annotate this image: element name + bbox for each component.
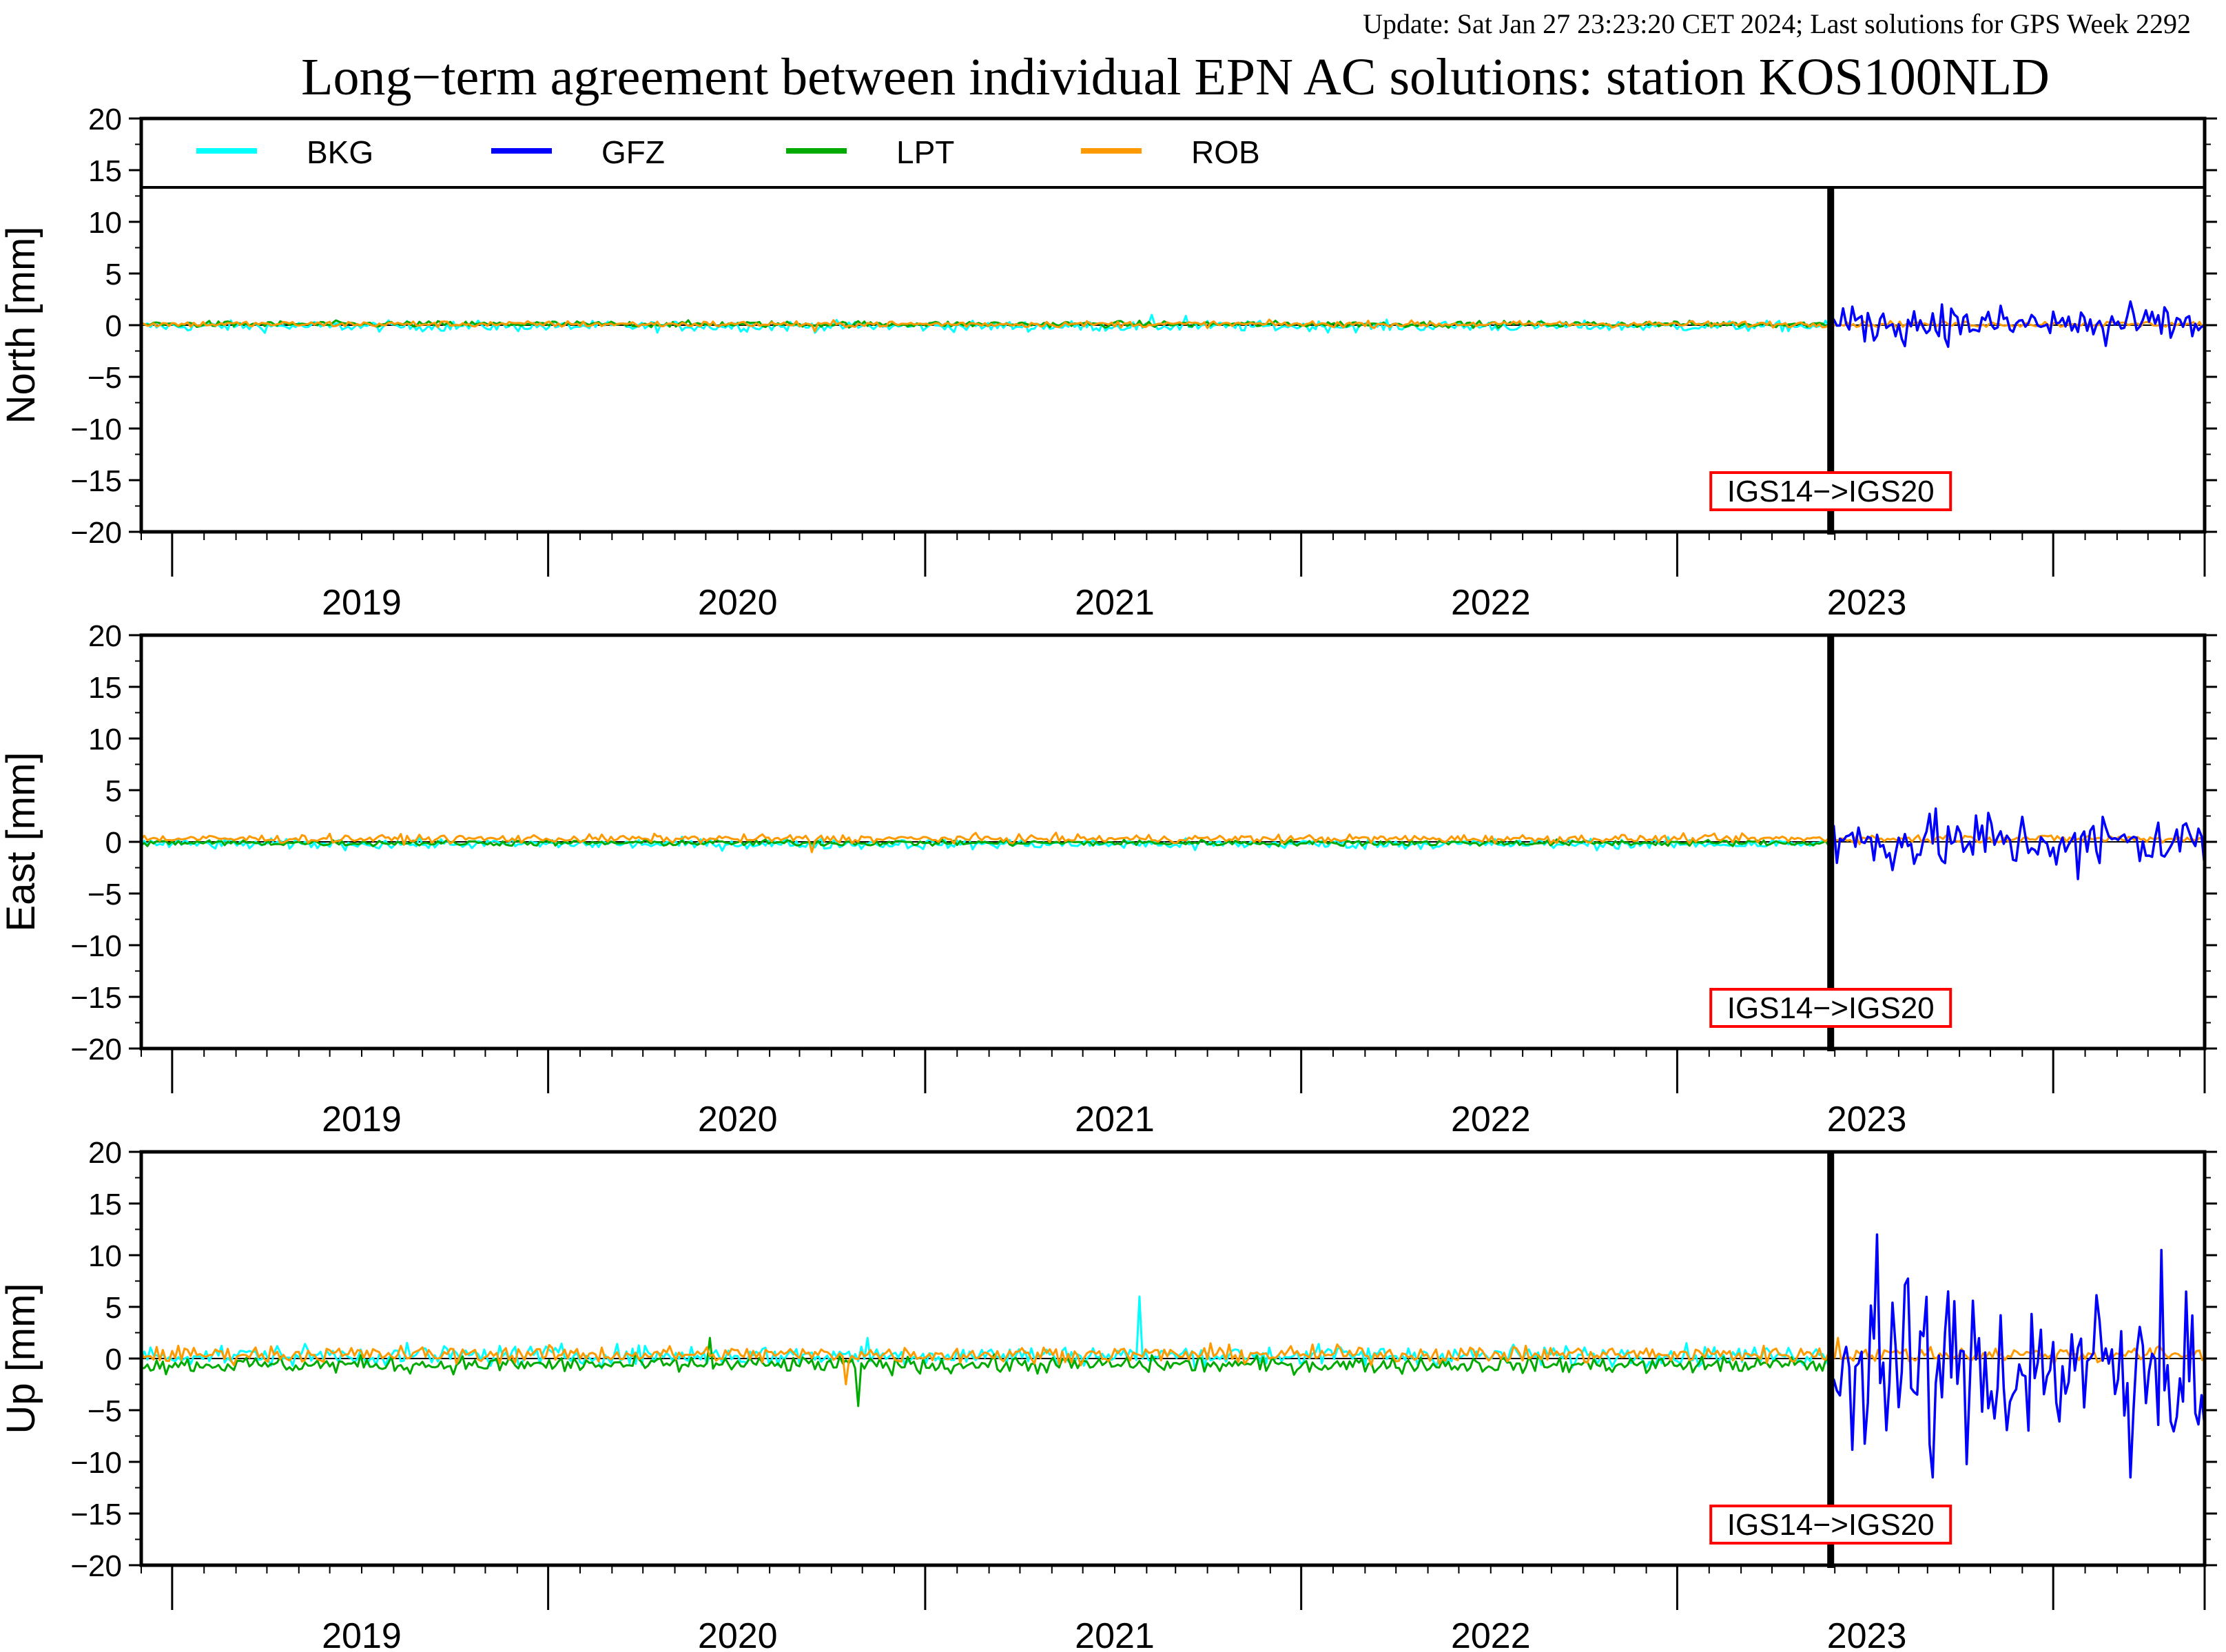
- annotation-box: [1709, 471, 1952, 511]
- y-tick-label: −20: [70, 1549, 122, 1583]
- y-tick-label: 5: [105, 774, 122, 808]
- y-tick-label: −10: [70, 929, 122, 963]
- series-line-rob: [141, 318, 2204, 333]
- x-tick-label: 2020: [698, 583, 778, 623]
- legend-bg: [141, 118, 2205, 187]
- series-line-gfz: [1829, 807, 2205, 880]
- panel-3: 20 15 10 5 0 −5 −10 −15 −20 Up [mm] 2019 2020 2021 20…: [0, 1136, 2217, 1652]
- x-tick-label: 2021: [1075, 1616, 1155, 1652]
- annotation-box: [1709, 1505, 1952, 1545]
- y-tick-label: 20: [88, 619, 122, 653]
- x-tick-label: 2020: [698, 1616, 778, 1652]
- series-line-lpt: [141, 1336, 1830, 1407]
- legend-label-gfz: GFZ: [601, 134, 665, 170]
- y-axis-label: North [mm]: [0, 227, 43, 424]
- x-tick-label: 2021: [1075, 1099, 1155, 1139]
- x-tick-label: 2021: [1075, 583, 1155, 623]
- y-tick-label: −10: [70, 1446, 122, 1480]
- x-tick-label: 2023: [1827, 583, 1907, 623]
- y-tick-label: −5: [87, 361, 122, 395]
- series-line-rob: [141, 832, 2203, 854]
- y-tick-label: −15: [70, 981, 122, 1015]
- series-line-rob: [141, 1336, 2204, 1385]
- y-tick-label: 10: [88, 206, 122, 240]
- y-tick-label: −15: [70, 1498, 122, 1531]
- y-tick-label: 0: [105, 826, 122, 860]
- annotation-label: IGS14−>IGS20: [1727, 475, 1935, 508]
- x-tick-label: 2020: [698, 1099, 778, 1139]
- update-text: Update: Sat Jan 27 23:23:20 CET 2024; La…: [1363, 8, 2191, 39]
- y-axis-label: Up [mm]: [0, 1283, 43, 1434]
- annotation-label: IGS14−>IGS20: [1727, 1508, 1935, 1542]
- y-tick-label: 20: [88, 103, 122, 136]
- x-tick-label: 2023: [1827, 1099, 1907, 1139]
- series-group: [141, 807, 2205, 880]
- y-tick-label: 20: [88, 1136, 122, 1170]
- x-tick-label: 2022: [1451, 1616, 1531, 1652]
- series-group: [141, 300, 2205, 349]
- x-tick-label: 2022: [1451, 583, 1531, 623]
- y-tick-label: 5: [105, 1291, 122, 1325]
- y-tick-label: 5: [105, 258, 122, 291]
- x-tick-label: 2019: [322, 1616, 402, 1652]
- panel-2: 20 15 10 5 0 −5 −10 −15 −20 East [mm] 2019 2020 2021…: [0, 619, 2217, 1139]
- y-tick-label: −5: [87, 1394, 122, 1428]
- y-tick-label: 10: [88, 723, 122, 756]
- plot-frame-overlay: [139, 116, 2207, 534]
- annotation-box: [1709, 988, 1952, 1028]
- x-tick-label: 2023: [1827, 1616, 1907, 1652]
- y-tick-label: −5: [87, 878, 122, 911]
- annotation-label: IGS14−>IGS20: [1727, 991, 1935, 1025]
- y-tick-label: 15: [88, 1188, 122, 1221]
- y-tick-label: −15: [70, 464, 122, 498]
- y-axis-label: East [mm]: [0, 752, 43, 931]
- x-tick-label: 2022: [1451, 1099, 1531, 1139]
- series-line-gfz: [1829, 300, 2205, 349]
- series-line-bkg: [141, 313, 1830, 334]
- y-tick-label: 0: [105, 1343, 122, 1376]
- series-line-lpt: [141, 838, 1830, 847]
- y-tick-label: 0: [105, 309, 122, 343]
- legend-label-bkg: BKG: [307, 134, 373, 170]
- series-group: [141, 1233, 2205, 1479]
- y-tick-label: 10: [88, 1239, 122, 1273]
- legend-label-lpt: LPT: [896, 134, 954, 170]
- legend-label-rob: ROB: [1191, 134, 1260, 170]
- x-tick-label: 2019: [322, 583, 402, 623]
- chart-title: Long−term agreement between individual E…: [301, 48, 2050, 106]
- y-tick-label: −20: [70, 516, 122, 550]
- y-tick-label: −20: [70, 1033, 122, 1066]
- x-tick-label: 2019: [322, 1099, 402, 1139]
- y-tick-label: 15: [88, 154, 122, 188]
- y-tick-label: −10: [70, 413, 122, 446]
- legend: BKG GFZ LPT ROB: [196, 134, 1260, 170]
- series-line-gfz: [1829, 1233, 2205, 1479]
- y-tick-label: 15: [88, 671, 122, 705]
- panel-1: 20 15 10 5 0 −5 −10 −15 −20 North [mm] 2019 2020 202…: [0, 103, 2217, 623]
